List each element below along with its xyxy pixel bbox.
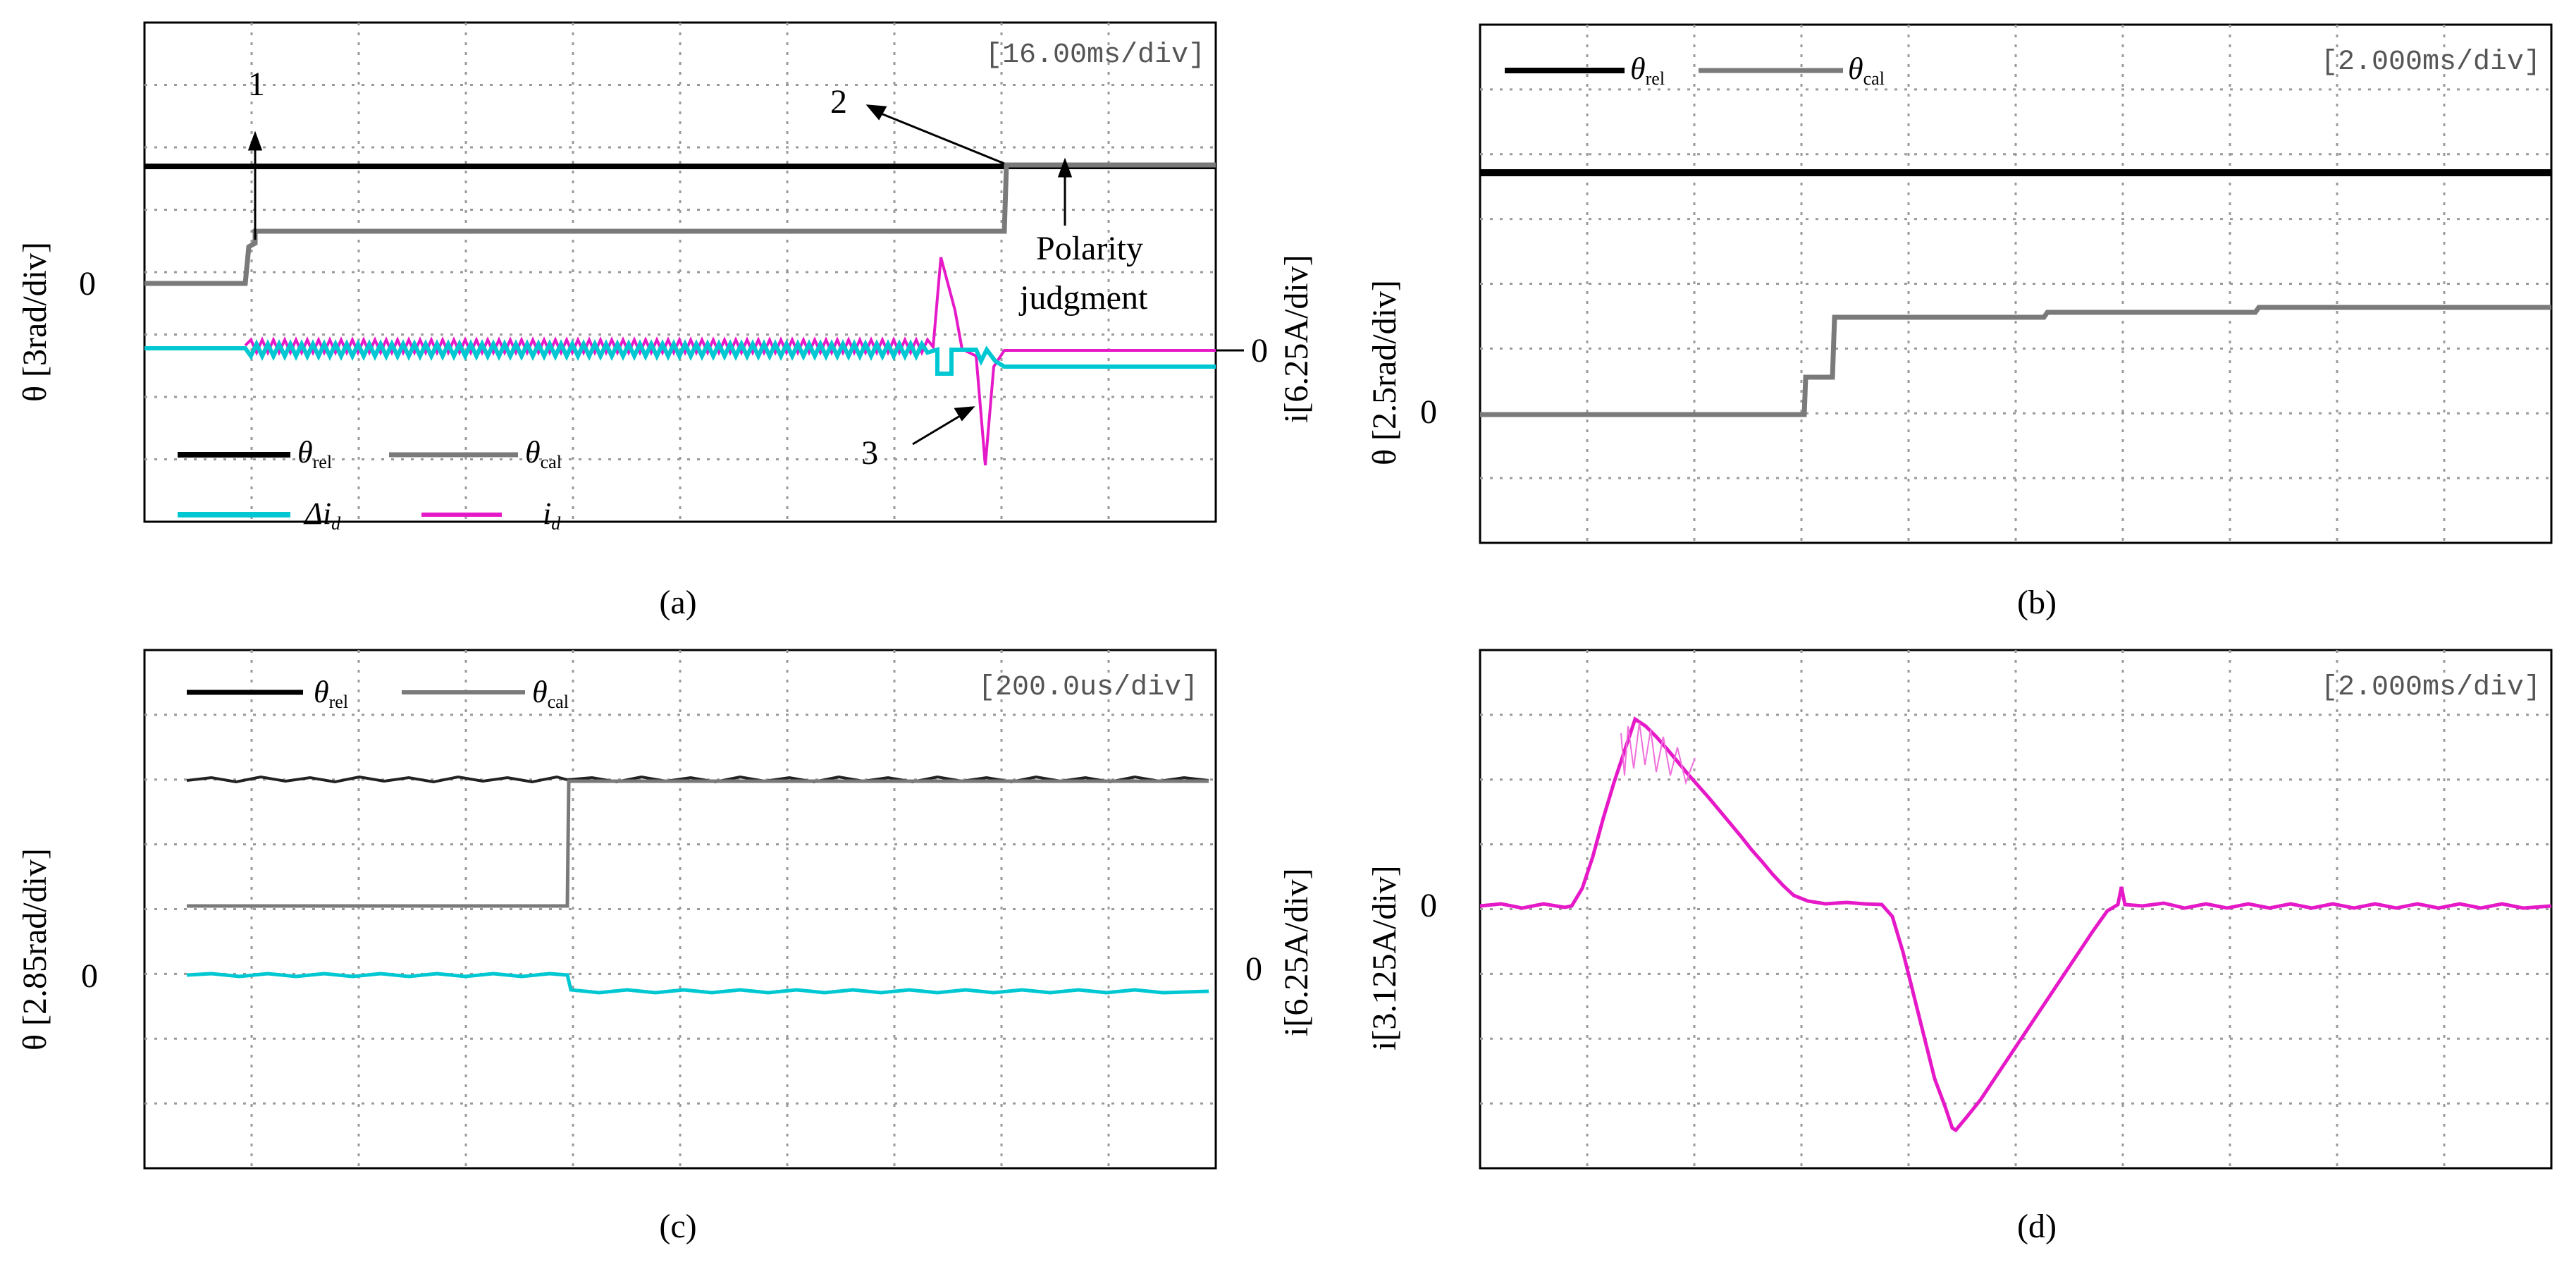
legend-c-theta-cal-label: θcal [532, 675, 569, 712]
trace-d-id [1479, 716, 2552, 1133]
panel-d-zero-left: 0 [1420, 887, 1437, 924]
panel-a-caption: (a) [659, 584, 696, 621]
panel-c-y-right-label: i[6.25A/div] [1278, 868, 1315, 1036]
legend-a-id-label: id [543, 496, 561, 534]
panel-a-grid [144, 23, 1216, 522]
trace-a-delta-id [144, 338, 1216, 376]
panel-b: θrel θcal [2.000ms/div] θ [2.5rad/div] 0… [1366, 23, 2553, 621]
panel-a-y-right-label: i[6.25A/div] [1278, 255, 1315, 423]
panel-b-grid [1480, 25, 2551, 543]
panel-b-caption: (b) [2017, 584, 2057, 621]
panel-b-y-left-label: θ [2.5rad/div] [1366, 280, 1403, 465]
trace-c-delta-id [186, 972, 1209, 995]
trace-d-id-overshoot [1620, 722, 1696, 785]
panel-c-grid [144, 650, 1216, 1168]
trace-b-theta-cal [1480, 305, 2551, 417]
trace-c-theta-cal [187, 779, 1209, 908]
panel-c-y-left-label: θ [2.85rad/div] [16, 848, 54, 1050]
panel-c-time-scale: [200.0us/div] [978, 672, 1198, 704]
panel-c: θrel θcal [200.0us/div] θ [2.85rad/div] … [16, 649, 1315, 1245]
panel-b-traces [1480, 169, 2551, 417]
legend-a-theta-cal-label: θcal [525, 435, 562, 472]
panel-a-time-scale: [16.00ms/div] [985, 39, 1205, 71]
trace-c-theta-rel [186, 775, 1209, 784]
panel-a-annotation-2: 2 [830, 83, 847, 121]
panel-a-zero-right: 0 [1251, 332, 1268, 369]
panel-c-legend: θrel θcal [187, 675, 569, 712]
panel-c-zero-left: 0 [81, 957, 98, 995]
panel-d-traces [1479, 716, 2552, 1133]
panel-a-y-left-label: θ [3rad/div] [16, 242, 54, 402]
panel-a-annotation-arrows [247, 104, 1073, 446]
panel-a-annotation-judgment: judgment [1018, 279, 1148, 317]
panel-a-traces [144, 104, 1216, 466]
panel-a-zero-left: 0 [79, 265, 96, 302]
panel-b-zero-left: 0 [1420, 393, 1437, 431]
legend-a-theta-rel-label: θrel [297, 435, 332, 472]
panel-d-grid [1480, 650, 2551, 1168]
panel-a-annotation-polarity: Polarity [1036, 230, 1143, 267]
legend-a-delta-id-label: Δid [303, 496, 341, 534]
panel-a-annotation-3: 3 [861, 434, 878, 472]
legend-b-theta-cal-label: θcal [1848, 51, 1885, 89]
panel-a-annotation-1: 1 [248, 66, 265, 103]
panel-d-y-left-label: i[3.125A/div] [1366, 865, 1403, 1050]
panel-c-traces [186, 775, 1209, 995]
panel-c-caption: (c) [659, 1208, 696, 1245]
panel-a: θrel θcal Δid id [16.00ms/div] θ [3rad/d… [16, 21, 1315, 621]
panel-b-time-scale: [2.000ms/div] [2321, 47, 2541, 78]
panel-b-legend: θrel θcal [1505, 51, 1885, 89]
panel-c-zero-right: 0 [1245, 950, 1262, 988]
panel-d: [2.000ms/div] i[3.125A/div] 0 (d) [1366, 649, 2553, 1245]
panel-a-legend: θrel θcal Δid id [178, 435, 562, 534]
panel-d-time-scale: [2.000ms/div] [2321, 672, 2541, 704]
panel-d-caption: (d) [2017, 1208, 2057, 1245]
legend-b-theta-rel-label: θrel [1630, 51, 1665, 89]
legend-c-theta-rel-label: θrel [314, 675, 348, 712]
